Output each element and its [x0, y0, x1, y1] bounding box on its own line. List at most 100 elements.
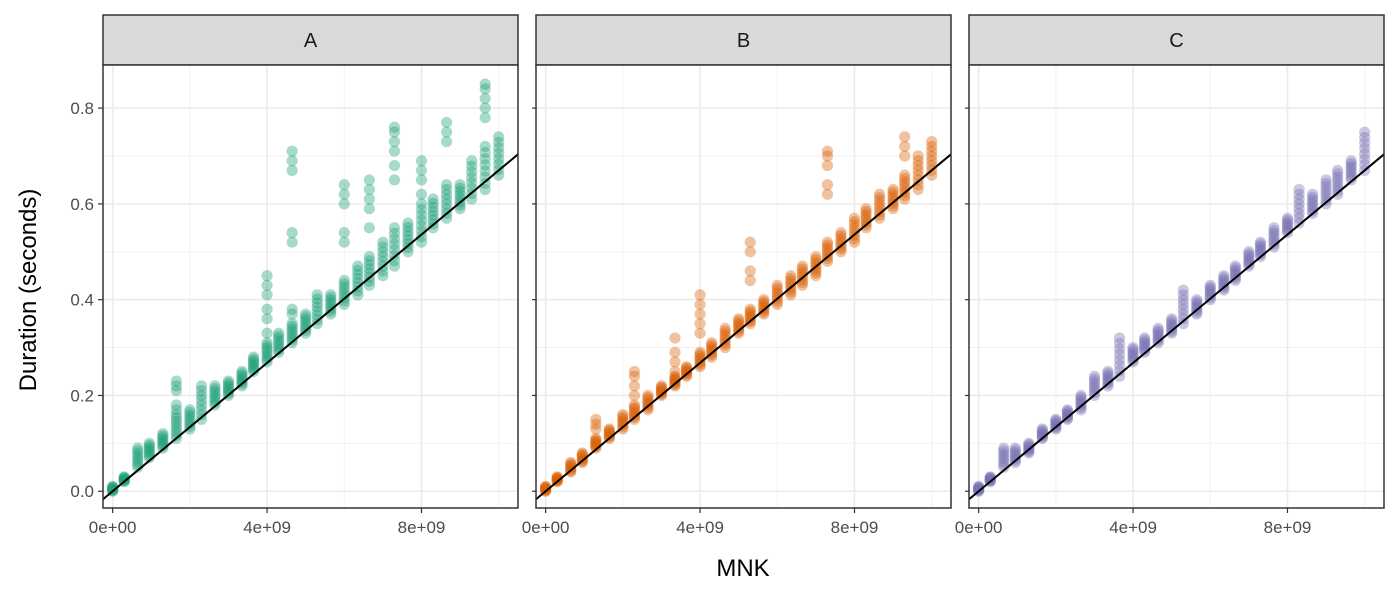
- data-point: [236, 376, 248, 388]
- facet-label: A: [304, 30, 318, 52]
- data-point: [628, 389, 641, 402]
- facet-strip: [968, 14, 1385, 66]
- data-point: [758, 306, 770, 318]
- data-point: [848, 216, 861, 228]
- data-point: [617, 419, 629, 431]
- data-point: [1345, 163, 1357, 175]
- data-point: [1127, 344, 1139, 356]
- data-point: [247, 361, 260, 374]
- data-point: [551, 472, 563, 484]
- x-tick-label: 4e+09: [1109, 518, 1157, 537]
- data-point: [821, 239, 834, 251]
- data-point: [222, 377, 235, 389]
- data-point: [286, 155, 298, 167]
- data-point: [107, 483, 119, 495]
- data-point: [1281, 216, 1294, 228]
- data-point: [926, 150, 938, 162]
- data-point: [195, 404, 208, 416]
- data-point: [655, 380, 668, 392]
- data-point: [1177, 303, 1189, 315]
- data-point: [1268, 230, 1280, 242]
- data-point: [694, 350, 706, 363]
- data-point: [132, 445, 144, 457]
- data-point: [1102, 365, 1114, 378]
- data-point: [195, 394, 208, 406]
- data-point: [1023, 440, 1035, 452]
- data-point: [873, 198, 886, 211]
- data-point: [170, 409, 182, 421]
- data-point: [261, 327, 273, 339]
- data-point: [1152, 328, 1164, 341]
- data-point: [107, 482, 119, 495]
- data-point: [1268, 233, 1280, 245]
- panel-background: [969, 65, 1384, 508]
- data-point: [1191, 302, 1203, 314]
- data-point: [493, 136, 505, 148]
- data-point: [1204, 281, 1216, 293]
- data-point: [1023, 447, 1035, 459]
- data-point: [286, 328, 298, 341]
- data-point: [617, 423, 629, 435]
- data-point: [669, 374, 681, 387]
- data-point: [1177, 298, 1189, 311]
- data-point: [184, 412, 196, 424]
- data-point: [157, 430, 169, 442]
- data-point: [1191, 296, 1203, 308]
- data-point: [195, 399, 208, 411]
- data-point: [1075, 393, 1087, 406]
- data-point: [1243, 252, 1255, 264]
- data-point: [286, 164, 298, 176]
- data-point: [1345, 160, 1357, 172]
- data-point: [821, 236, 834, 248]
- data-point: [143, 445, 155, 458]
- data-point: [860, 222, 872, 234]
- data-point: [132, 461, 144, 473]
- data-point: [590, 441, 602, 453]
- data-point: [655, 385, 668, 397]
- data-point: [771, 290, 783, 302]
- data-point: [899, 176, 911, 188]
- data-point: [912, 164, 924, 176]
- data-point: [565, 462, 577, 474]
- data-point: [821, 188, 834, 200]
- data-point: [311, 297, 323, 309]
- data-point: [744, 246, 756, 258]
- data-point: [132, 450, 144, 462]
- data-point: [810, 250, 822, 263]
- data-point: [785, 272, 797, 285]
- data-point: [1229, 262, 1241, 274]
- panel-a: A 0e+00 4e+09 8e+09: [89, 14, 519, 537]
- data-point: [1229, 274, 1241, 287]
- data-point: [132, 442, 144, 454]
- data-point: [143, 439, 155, 451]
- data-point: [796, 260, 808, 272]
- data-point: [170, 419, 182, 431]
- data-point: [669, 346, 681, 358]
- data-point: [719, 325, 731, 337]
- data-point: [1254, 248, 1267, 261]
- data-point: [1204, 289, 1216, 302]
- data-point: [733, 321, 745, 333]
- data-point: [565, 461, 577, 473]
- data-point: [1229, 260, 1241, 272]
- data-point: [835, 243, 847, 255]
- x-tick-label: 0e+00: [522, 518, 570, 537]
- data-point: [1075, 398, 1087, 410]
- data-point: [338, 227, 350, 239]
- data-point: [873, 205, 886, 218]
- data-point: [1293, 203, 1305, 215]
- data-point: [311, 305, 323, 317]
- data-point: [1332, 171, 1344, 183]
- fit-line: [103, 153, 518, 501]
- data-point: [170, 415, 182, 428]
- data-point: [603, 423, 615, 435]
- data-point: [286, 227, 298, 239]
- data-point: [628, 399, 641, 411]
- data-point: [132, 448, 144, 460]
- data-point: [590, 423, 602, 435]
- data-point: [1320, 177, 1332, 189]
- data-point: [300, 322, 312, 334]
- data-point: [261, 279, 273, 291]
- data-point: [388, 260, 401, 272]
- y-axis: 0.0 0.2 0.4 0.6 0.8: [70, 99, 103, 501]
